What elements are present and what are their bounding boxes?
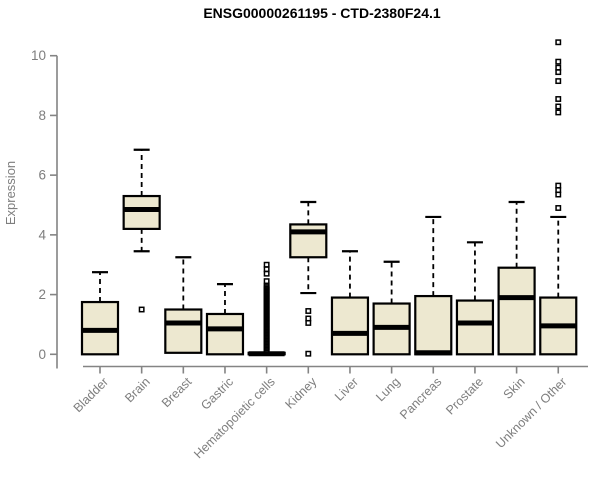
box-gastric <box>205 312 245 356</box>
chart-title: ENSG00000261195 - CTD-2380F24.1 <box>203 5 441 21</box>
outlier-point-unknown-other <box>555 109 562 116</box>
x-tick-label-prostate: Prostate <box>443 375 486 418</box>
outlier-point-unknown-other <box>555 64 562 71</box>
box-pancreas <box>414 294 453 356</box>
outlier-point-kidney <box>305 308 312 314</box>
box-prostate <box>455 299 495 356</box>
outlier-point-unknown-other <box>555 96 562 102</box>
x-tick-label-hematopoietic-cells: Hematopoietic cells <box>191 375 278 462</box>
box-brain <box>122 194 161 230</box>
outlier-point-hematopoietic-cells <box>263 261 270 268</box>
y-tick-label: 8 <box>38 108 46 123</box>
box-liver <box>330 296 370 356</box>
outlier-point-kidney <box>305 319 312 326</box>
box-skin <box>497 266 536 356</box>
outlier-point-brain <box>138 306 145 313</box>
outlier-point-hematopoietic-cells <box>263 278 270 285</box>
outlier-point-unknown-other <box>555 182 562 189</box>
y-tick-label: 4 <box>38 227 46 242</box>
x-tick-label-unknown-other: Unknown / Other <box>493 375 569 451</box>
y-tick-label: 6 <box>38 168 46 183</box>
y-tick-label: 2 <box>38 287 46 302</box>
x-tick-label-breast: Breast <box>159 374 195 410</box>
x-tick-label-skin: Skin <box>501 375 528 402</box>
outlier-point-unknown-other <box>555 205 562 211</box>
x-tick-label-liver: Liver <box>332 375 361 404</box>
outlier-point-kidney <box>305 350 312 357</box>
x-tick-label-bladder: Bladder <box>71 375 111 415</box>
plot-area: 0 2 4 6 8 10 Bladder Brain Breast GastricHematopo… <box>31 39 588 462</box>
y-tick-label: 0 <box>38 347 46 362</box>
x-tick-label-gastric: Gastric <box>198 375 236 413</box>
x-tick-label-pancreas: Pancreas <box>397 375 444 422</box>
x-tick-label-kidney: Kidney <box>282 374 319 411</box>
x-tick-label-lung: Lung <box>373 375 403 405</box>
y-axis-title: Expression <box>3 161 18 225</box>
x-tick-label-brain: Brain <box>122 375 153 406</box>
y-tick-label: 10 <box>31 48 46 63</box>
box-kidney <box>289 223 328 259</box>
outlier-point-unknown-other <box>555 103 562 110</box>
box-breast <box>164 308 203 354</box>
outlier-point-unknown-other <box>555 78 562 85</box>
outlier-point-unknown-other <box>555 58 562 65</box>
outlier-point-unknown-other <box>555 39 562 46</box>
